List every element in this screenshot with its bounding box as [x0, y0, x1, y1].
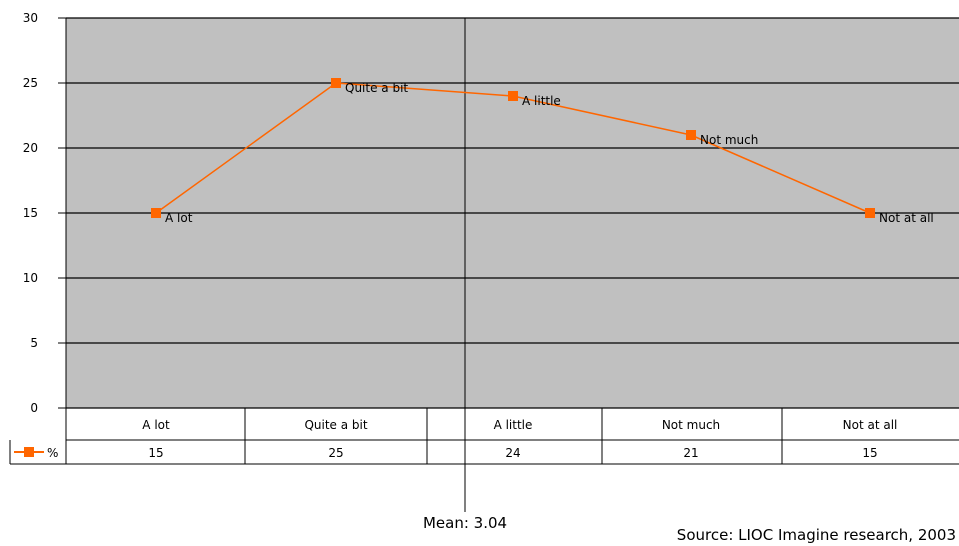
y-axis: 0 5 10 15 20 25 30	[23, 11, 67, 464]
y-tick-label: 25	[23, 76, 38, 90]
table-value: 25	[328, 446, 343, 460]
category-label: A little	[494, 418, 533, 432]
category-label: Quite a bit	[304, 418, 367, 432]
category-label: A lot	[142, 418, 170, 432]
table-value: 15	[862, 446, 877, 460]
point-label: Quite a bit	[345, 81, 408, 95]
data-table: A lot 15 Quite a bit 25 A little 24 Not much 21…	[9, 408, 959, 465]
point-label: A little	[522, 94, 561, 108]
y-tick-label: 20	[23, 141, 38, 155]
table-value: 15	[148, 446, 163, 460]
y-tick-label: 5	[30, 336, 38, 350]
point-label: A lot	[165, 211, 193, 225]
y-tick-label: 15	[23, 206, 38, 220]
data-point	[151, 208, 161, 218]
y-tick-label: 0	[30, 401, 38, 415]
table-value: 24	[505, 446, 520, 460]
series-line: A lot Quite a bit A little Not much Not at a…	[151, 78, 934, 225]
data-point	[508, 91, 518, 101]
category-label: Not much	[662, 418, 720, 432]
data-point	[865, 208, 875, 218]
category-label: Not at all	[843, 418, 898, 432]
point-label: Not at all	[879, 211, 934, 225]
gridlines	[66, 17, 959, 409]
data-point	[686, 130, 696, 140]
legend-label: %	[47, 446, 58, 460]
source-note: Source: LIOC Imagine research, 2003	[677, 526, 956, 544]
y-tick-label: 10	[23, 271, 38, 285]
table-value: 21	[683, 446, 698, 460]
mean-label: Mean: 3.04	[423, 514, 507, 532]
legend-marker	[24, 447, 34, 457]
point-label: Not much	[700, 133, 758, 147]
y-tick-label: 30	[23, 11, 38, 25]
data-point	[331, 78, 341, 88]
